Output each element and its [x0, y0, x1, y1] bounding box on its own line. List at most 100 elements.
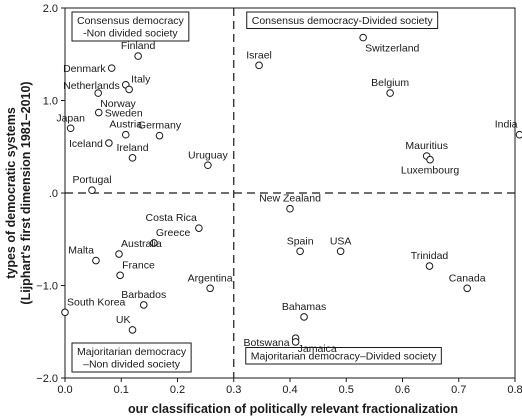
x-tick-label: 0.0 — [57, 384, 72, 396]
point-label: Jamaica — [298, 343, 337, 355]
point-label: Norway — [100, 98, 136, 110]
reference-lines — [65, 8, 515, 378]
data-point — [134, 52, 142, 60]
data-point — [94, 89, 102, 97]
point-label: France — [122, 259, 155, 271]
point-label: Portugal — [72, 174, 111, 186]
point-label: Costa Rica — [146, 212, 198, 224]
point-label: New Zealand — [259, 193, 321, 205]
axis-titles: our classification of politically releva… — [4, 81, 458, 416]
data-point — [88, 186, 96, 195]
y-tick-label: 2.0 — [43, 3, 58, 15]
point-label: Canada — [449, 272, 486, 284]
y-axis-title-line1: types of democratic systems — [4, 107, 18, 279]
data-point — [286, 204, 294, 213]
quadrant-label-text: -Non divided society — [83, 28, 178, 40]
y-tick-label: −2.0 — [36, 373, 58, 385]
point-label: Finland — [121, 40, 156, 52]
point-label: Ireland — [116, 142, 148, 154]
point-label: Australia — [121, 238, 162, 250]
quadrant-label-bottom-right: Majoritarian democracy–Divided society — [245, 347, 442, 365]
point-label: India — [495, 119, 518, 131]
quadrant-labels: Consensus democracy-Non divided societyC… — [71, 11, 442, 373]
data-point — [515, 130, 522, 139]
quadrant-label-text: Majoritarian democracy — [77, 346, 187, 358]
data-point — [204, 161, 212, 170]
data-point — [128, 326, 137, 334]
data-point — [300, 313, 308, 321]
point-label: Spain — [287, 235, 314, 247]
point-label: Iceland — [69, 138, 103, 150]
y-tick-label: 1.0 — [43, 96, 58, 108]
point-labels: Finland Denmark Netherlands Italy NorwaySwed… — [56, 40, 517, 355]
point-label: Argentina — [188, 272, 233, 284]
y-tick-label: −1.0 — [36, 281, 58, 293]
point-label: Botswana — [244, 337, 290, 349]
y-axis-ticks: 2.0 1.0 .0 −1.0 −2.0 — [36, 3, 65, 385]
x-tick-label: 0.7 — [451, 384, 466, 396]
quadrant-label-bottom-left: Majoritarian democracy–Non divided socie… — [71, 342, 192, 373]
point-label: Malta — [68, 245, 94, 257]
point-label: Mauritius — [405, 140, 448, 152]
quadrant-label-text: –Non divided society — [83, 359, 181, 371]
data-point — [94, 108, 103, 117]
point-label: South Korea — [67, 296, 126, 308]
y-tick-label: .0 — [49, 188, 58, 200]
data-point — [115, 250, 123, 258]
quadrant-label-text: Consensus democracy-Divided society — [252, 15, 434, 27]
point-label: USA — [330, 235, 352, 247]
point-label: Israel — [246, 49, 272, 61]
data-point — [386, 89, 394, 97]
point-label: Bahamas — [282, 301, 326, 313]
quadrant-label-box — [71, 342, 192, 373]
data-point — [296, 247, 304, 256]
point-label: Barbados — [121, 289, 166, 301]
quadrant-label-box — [245, 347, 442, 365]
data-point — [116, 271, 124, 280]
data-point — [128, 154, 137, 162]
point-label: UK — [116, 314, 131, 326]
data-point — [291, 338, 300, 346]
x-tick-label: 0.3 — [226, 384, 241, 396]
data-point — [155, 131, 164, 140]
quadrant-label-box — [246, 11, 439, 29]
x-axis-title: our classification of politically releva… — [128, 402, 458, 416]
data-point — [61, 308, 69, 317]
point-label: Uruguay — [188, 149, 228, 161]
point-label: Japan — [56, 112, 85, 124]
data-point — [105, 139, 113, 147]
x-tick-label: 0.8 — [507, 384, 522, 396]
quadrant-label-top-right: Consensus democracy-Divided society — [246, 11, 439, 29]
point-label: Trinidad — [411, 250, 449, 262]
data-point — [121, 130, 130, 139]
quadrant-label-text: Consensus democracy — [77, 15, 185, 27]
quadrant-label-top-left: Consensus democracy-Non divided society — [71, 11, 190, 42]
point-label: Belgium — [371, 77, 409, 89]
data-point — [107, 64, 116, 72]
x-tick-label: 0.2 — [170, 384, 185, 396]
point-label: Italy — [131, 73, 151, 85]
quadrant-label-text: Majoritarian democracy–Divided society — [251, 351, 437, 363]
point-label: Luxembourg — [401, 165, 460, 177]
data-points — [61, 33, 522, 346]
quadrant-label-box — [71, 11, 190, 42]
data-point — [255, 61, 263, 70]
data-point — [66, 124, 75, 133]
point-label: Netherlands — [63, 80, 120, 92]
data-point — [139, 301, 148, 309]
x-tick-label: 0.4 — [282, 384, 297, 396]
data-point — [425, 262, 434, 270]
data-point — [206, 284, 214, 293]
data-point — [463, 284, 471, 293]
data-point — [359, 33, 367, 42]
point-label: Switzerland — [365, 43, 419, 55]
x-tick-label: 0.6 — [395, 384, 410, 396]
x-tick-label: 0.1 — [114, 384, 129, 396]
point-label: Sweden — [105, 108, 143, 120]
data-point — [336, 247, 345, 256]
point-label: Denmark — [63, 63, 106, 75]
data-point — [92, 256, 100, 265]
data-point — [195, 224, 203, 232]
point-label: Greece — [156, 227, 191, 239]
